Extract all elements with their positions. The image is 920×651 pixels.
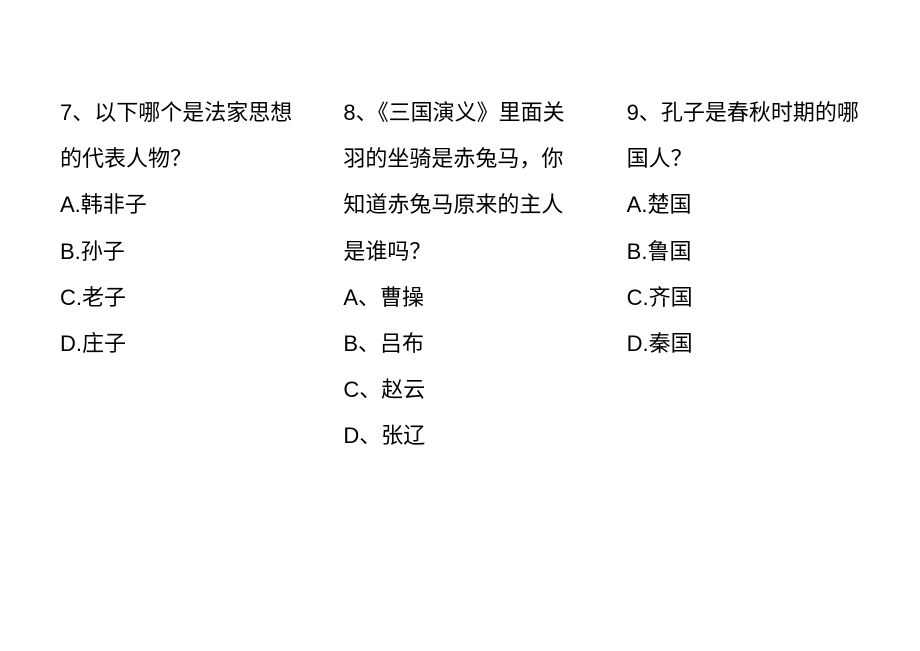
question-prompt: 9、孔子是春秋时期的哪国人？ (627, 90, 860, 182)
question-column-3: 9、孔子是春秋时期的哪国人？ A.楚国 B.鲁国 C.齐国 D.秦国 (627, 90, 860, 460)
question-column-2: 8、《三国演义》里面关羽的坐骑是赤兔马，你知道赤兔马原来的主人是谁吗？ A、曹操… (343, 90, 576, 460)
question-prompt: 8、《三国演义》里面关羽的坐骑是赤兔马，你知道赤兔马原来的主人是谁吗？ (343, 90, 576, 275)
question-option: D.庄子 (60, 321, 293, 367)
question-prompt: 7、以下哪个是法家思想的代表人物？ (60, 90, 293, 182)
question-option: D、张辽 (343, 413, 576, 459)
question-option: B.鲁国 (627, 229, 860, 275)
question-option: A.韩非子 (60, 182, 293, 228)
question-option: A、曹操 (343, 275, 576, 321)
question-option: A.楚国 (627, 182, 860, 228)
question-option: C、赵云 (343, 367, 576, 413)
question-column-1: 7、以下哪个是法家思想的代表人物？ A.韩非子 B.孙子 C.老子 D.庄子 (60, 90, 293, 460)
question-option: B.孙子 (60, 229, 293, 275)
question-option: D.秦国 (627, 321, 860, 367)
question-option: C.齐国 (627, 275, 860, 321)
question-option: C.老子 (60, 275, 293, 321)
question-option: B、吕布 (343, 321, 576, 367)
questions-container: 7、以下哪个是法家思想的代表人物？ A.韩非子 B.孙子 C.老子 D.庄子 8… (60, 90, 860, 460)
